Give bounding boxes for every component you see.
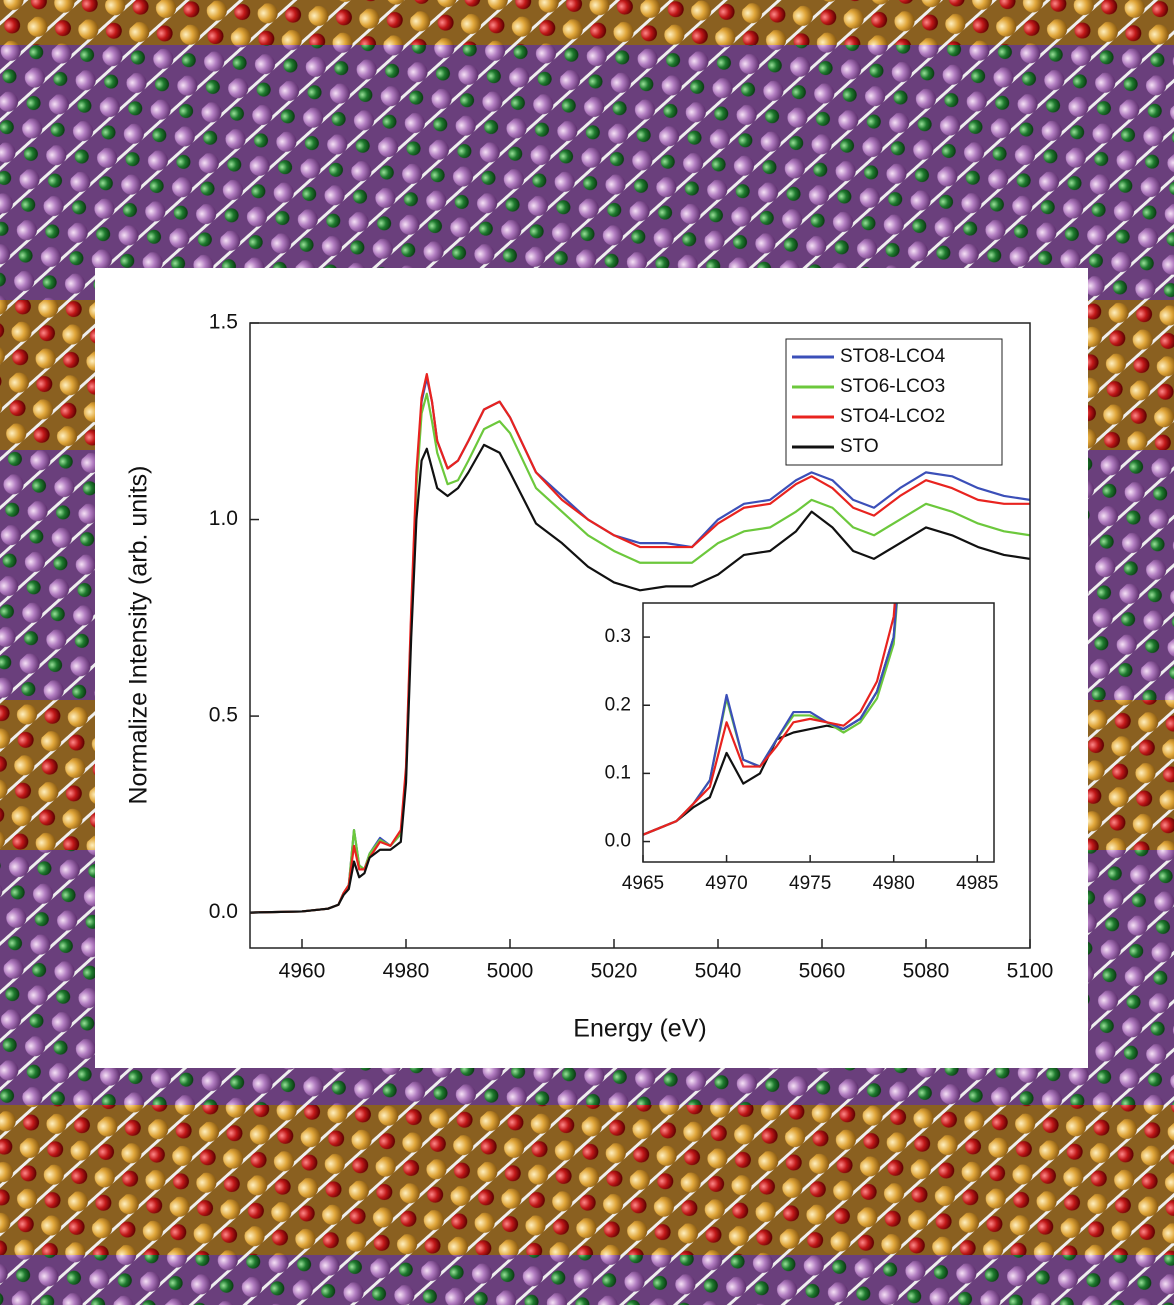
y-tick-label: 0.2	[605, 694, 631, 715]
y-tick-label: 0.5	[209, 704, 238, 727]
x-tick-label: 5040	[695, 960, 742, 983]
x-tick-label: 4980	[873, 873, 915, 894]
lattice-band	[0, 1105, 1174, 1255]
x-tick-label: 4960	[279, 960, 326, 983]
x-tick-label: 5080	[903, 960, 950, 983]
y-tick-label: 0.1	[605, 762, 631, 783]
data-line	[643, 603, 896, 836]
plot-frame	[642, 602, 995, 863]
lattice-band	[0, 300, 95, 450]
x-tick-label: 5100	[1007, 960, 1054, 983]
y-tick-label: 0.0	[209, 900, 238, 923]
legend-label: STO	[840, 436, 879, 457]
x-tick-label: 5000	[487, 960, 534, 983]
y-tick-label: 0.0	[605, 831, 631, 852]
y-tick-label: 1.5	[209, 311, 238, 334]
legend-label: STO6-LCO3	[840, 376, 945, 397]
y-axis-label: Normalize Intensity (arb. units)	[125, 465, 153, 804]
y-tick-label: 0.3	[605, 626, 631, 647]
lattice-band	[0, 0, 1174, 45]
data-line	[250, 443, 1030, 914]
plot-frame	[249, 322, 1031, 949]
x-tick-label: 4975	[789, 873, 831, 894]
x-tick-label: 5060	[799, 960, 846, 983]
x-tick-label: 4985	[956, 873, 998, 894]
lattice-band	[0, 700, 95, 850]
data-line	[250, 392, 1030, 914]
lattice-band	[1088, 300, 1174, 450]
x-tick-label: 4970	[705, 873, 747, 894]
data-line	[250, 373, 1030, 914]
lattice-band	[1088, 700, 1174, 850]
legend-label: STO4-LCO2	[840, 406, 945, 427]
x-tick-label: 5020	[591, 960, 638, 983]
legend-label: STO8-LCO4	[840, 346, 946, 367]
x-axis-label: Energy (eV)	[573, 1015, 706, 1043]
x-tick-label: 4965	[622, 873, 664, 894]
y-tick-label: 1.0	[209, 507, 238, 530]
plot-area	[643, 603, 994, 862]
legend-box	[785, 338, 1003, 466]
x-tick-label: 4980	[383, 960, 430, 983]
